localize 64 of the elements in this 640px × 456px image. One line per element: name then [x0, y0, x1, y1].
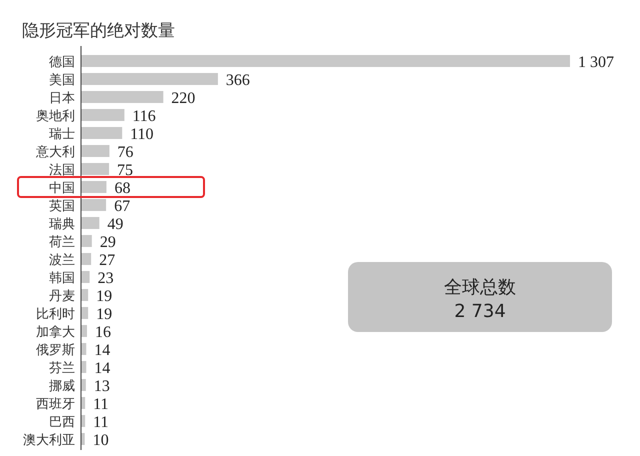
bar	[81, 271, 90, 283]
y-tick-label: 丹麦	[49, 289, 75, 304]
data-label: 11	[93, 396, 109, 413]
data-label: 13	[94, 378, 110, 395]
bar	[81, 109, 124, 121]
bar	[81, 73, 218, 85]
data-label: 11	[93, 414, 109, 431]
bar	[81, 91, 164, 103]
bar	[81, 145, 110, 157]
y-tick-label: 日本	[49, 91, 75, 106]
bar	[81, 181, 106, 193]
data-label: 110	[130, 126, 154, 143]
bar	[81, 253, 92, 265]
y-tick-label: 法国	[49, 163, 75, 178]
data-label: 220	[171, 90, 196, 107]
bar	[81, 163, 110, 175]
data-label: 23	[98, 270, 114, 287]
data-label: 116	[132, 108, 156, 125]
y-tick-label: 比利时	[36, 307, 75, 322]
y-tick-label: 英国	[49, 199, 75, 214]
y-tick-label: 荷兰	[49, 235, 75, 250]
bar	[81, 217, 100, 229]
y-tick-label: 挪威	[49, 379, 75, 394]
annotation: 全球总数	[444, 277, 516, 298]
bar	[81, 235, 92, 247]
data-label: 366	[226, 72, 250, 89]
y-tick-label: 意大利	[35, 145, 75, 160]
y-tick-label: 瑞士	[49, 127, 75, 142]
data-label: 75	[117, 162, 134, 179]
data-label: 19	[96, 288, 112, 305]
data-label: 68	[114, 180, 130, 197]
y-tick-label: 俄罗斯	[36, 343, 75, 358]
bar	[81, 289, 88, 301]
y-tick-label: 巴西	[49, 415, 75, 430]
data-label: 76	[117, 144, 134, 161]
data-label: 10	[92, 432, 109, 449]
y-tick-label: 波兰	[49, 253, 75, 268]
y-tick-label: 中国	[49, 181, 75, 196]
bar	[81, 55, 570, 67]
data-label: 16	[94, 324, 111, 341]
bar	[81, 127, 122, 139]
y-tick-label: 加拿大	[36, 325, 75, 340]
y-tick-label: 芬兰	[49, 361, 75, 376]
data-label: 49	[107, 216, 124, 233]
y-tick-label: 西班牙	[36, 397, 75, 412]
data-label: 29	[100, 234, 116, 251]
data-label: 1 307	[578, 54, 614, 71]
y-tick-label: 澳大利亚	[23, 433, 75, 448]
data-label: 14	[94, 360, 110, 377]
data-label: 14	[94, 342, 110, 359]
bar	[81, 199, 106, 211]
y-tick-label: 瑞典	[49, 217, 75, 232]
bar	[81, 325, 87, 337]
y-tick-label: 韩国	[49, 271, 75, 286]
y-tick-label: 奥地利	[36, 109, 75, 124]
bar	[81, 379, 86, 391]
y-tick-label: 美国	[49, 72, 75, 88]
bar	[81, 307, 88, 319]
annotation: 2 734	[454, 301, 506, 322]
data-label: 27	[99, 252, 116, 269]
data-label: 67	[114, 198, 130, 215]
y-tick-label: 德国	[49, 55, 75, 70]
data-label: 19	[96, 306, 112, 323]
chart-title: 隐形冠军的绝对数量	[22, 21, 175, 41]
